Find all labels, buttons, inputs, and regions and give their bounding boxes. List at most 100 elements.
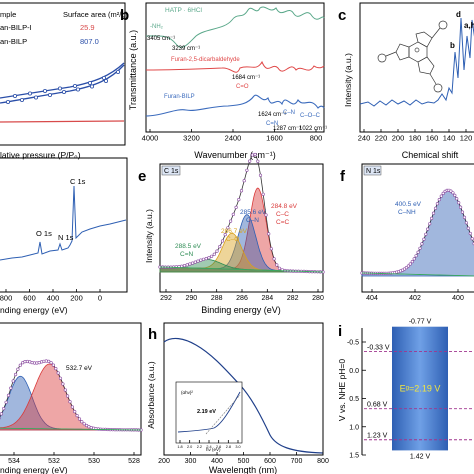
panel-i-ylabel: V vs. NHE pH=0 — [337, 359, 347, 421]
panel-f-data-point — [414, 254, 418, 258]
panel-i-vb-label: 1.42 V — [410, 454, 431, 461]
panel-g-data-point — [68, 400, 72, 404]
panel-f-data-point — [462, 215, 467, 219]
panel-f-data-point — [428, 222, 432, 226]
panel-g-frame — [0, 322, 142, 456]
panel-c-structure — [377, 20, 448, 93]
panel-f: f N 1s 400.5 eV C–NH 404 402 400 — [340, 163, 474, 302]
panel-e-xtick-label: 286 — [236, 295, 248, 302]
panel-g-data-point — [56, 371, 60, 375]
panel-e-data-point — [250, 153, 254, 157]
panel-g-data-point — [54, 367, 58, 371]
panel-g-data-point — [11, 379, 15, 383]
panel-b-cn2-label: C–N — [283, 110, 295, 116]
panel-f-xtick-label: 404 — [366, 295, 378, 302]
panel-f-xtick-label: 400 — [452, 295, 464, 302]
panel-e-data-point — [234, 205, 238, 209]
panel-i-ytick-label: -0.5 — [347, 340, 359, 347]
panel-h-inset-xtick-label: 1.8 — [177, 445, 182, 449]
panel-d-xtick-label: 600 — [23, 294, 36, 303]
panel-b-letter: b — [120, 7, 129, 24]
panel-g-data-point — [47, 359, 51, 364]
panel-f-data-point — [435, 202, 440, 206]
panel-f-data-point — [422, 237, 426, 241]
panel-e: e C 1s Intensity (a.u.) 284.8 eV C–C C=C… — [138, 152, 325, 315]
panel-a-legend-header-left: mple — [0, 10, 16, 19]
panel-e-data-point — [207, 256, 211, 260]
panel-d-xtick-label: 400 — [47, 294, 60, 303]
panel-e-data-point — [193, 260, 197, 264]
panel-h-inset-xtick-label: 2.4 — [206, 445, 211, 449]
panel-b-xlabel: Wavenumber (cm⁻¹) — [194, 150, 275, 160]
panel-e-data-point — [253, 152, 257, 157]
panel-b-xtick-label: 4000 — [142, 134, 159, 143]
panel-c-xtick-label: 160 — [426, 134, 439, 143]
panel-i-ytick-label: 0.0 — [349, 368, 359, 375]
panel-c-xtick-label: 180 — [409, 134, 422, 143]
panel-g-data-point — [14, 372, 18, 377]
panel-e-baseline — [159, 266, 324, 273]
panel-h-xtick-label: 300 — [185, 458, 197, 465]
panel-f-peak-ev: 400.5 eV — [395, 201, 422, 208]
panel-f-data-point — [424, 232, 428, 236]
panel-b-hatp-spectrum — [145, 6, 325, 48]
panel-g-xtick-label: 528 — [128, 458, 140, 465]
panel-a-desorption-curve — [0, 62, 125, 99]
panel-a-adsorption-curve — [0, 64, 125, 104]
panel-e-peak4-bond: C=N — [180, 251, 193, 258]
panel-i-gap-label: Eᵍ=2.19 V — [400, 384, 441, 394]
panel-h-inset-frame — [175, 381, 243, 444]
panel-c-letter: c — [338, 7, 346, 24]
panel-g-xlabel: nding energy (eV) — [0, 465, 68, 474]
panel-e-xtick-label: 292 — [160, 295, 172, 302]
panel-f-data-point — [426, 227, 430, 231]
panel-e-data-point — [201, 257, 206, 261]
panel-h-inset-xticks: 1.8 2.0 2.2 2.4 2.6 2.8 3.0 — [177, 440, 241, 449]
panel-g-xticks: 534 532 530 528 — [8, 452, 140, 465]
panel-h-inset-xtick-label: 2.2 — [197, 445, 202, 449]
panel-c-frame — [359, 2, 474, 133]
panel-f-xtick-label: 402 — [409, 295, 421, 302]
panel-i-level-label: -0.33 V — [367, 345, 390, 352]
panel-h-letter: h — [148, 326, 157, 343]
panel-d-xtick-label: 200 — [70, 294, 83, 303]
panel-a-legend-value-1: 25.9 — [80, 23, 95, 32]
panel-e-data-point — [199, 258, 203, 262]
panel-g-peak-label: 532.7 eV — [66, 365, 93, 372]
panel-c-peak-d: d — [456, 10, 461, 19]
panel-f-tag-box — [363, 165, 382, 176]
panel-d-c1s-label: C 1s — [70, 177, 86, 186]
panel-a-legend-name-2: an-BILP — [0, 37, 27, 46]
panel-i-band — [392, 326, 448, 451]
panel-f-data-point — [466, 226, 470, 230]
panel-f-data-point — [464, 221, 469, 225]
panel-b-w1022-label: 1022 cm⁻¹ — [299, 126, 327, 132]
panel-g-xtick-label: 530 — [88, 458, 100, 465]
panel-g-data-point — [58, 376, 63, 380]
panel-e-data-point — [191, 261, 195, 265]
panel-b-xtick-label: 2400 — [225, 134, 242, 143]
panel-g-baseline — [0, 427, 142, 431]
panel-e-data-point — [248, 159, 252, 163]
panel-f-data-point — [451, 191, 455, 195]
panel-c: c Intensity (a.u.) b d a,h 240 220 200 180 1… — [338, 2, 474, 160]
panel-g-data-point — [82, 422, 86, 426]
panel-h: h Absorbance (a.u.) 2.19 eV (αhν)² 1.8 2.… — [146, 322, 329, 474]
panel-f-baseline — [361, 272, 474, 277]
panel-g-data-point — [70, 405, 74, 409]
panel-e-letter: e — [138, 168, 146, 185]
panel-c-xtick-label: 240 — [358, 134, 371, 143]
panel-h-xtick-label: 500 — [238, 458, 250, 465]
panel-e-data-point — [245, 168, 249, 172]
panel-f-data-point — [410, 260, 414, 264]
panel-e-data-point — [264, 213, 268, 217]
panel-i-ytick-label: 1.5 — [349, 453, 359, 460]
panel-f-data-point — [455, 197, 459, 201]
panel-e-xticks: 292 290 288 286 284 282 280 — [160, 289, 324, 302]
panel-f-data-point — [468, 231, 472, 236]
panel-e-xlabel: Binding energy (eV) — [201, 305, 281, 315]
panel-h-xlabel: Wavelength (nm) — [209, 465, 277, 474]
panel-c-ylabel: Intensity (a.u.) — [343, 53, 353, 107]
panel-b-coc-label: C–O–C — [300, 113, 321, 119]
